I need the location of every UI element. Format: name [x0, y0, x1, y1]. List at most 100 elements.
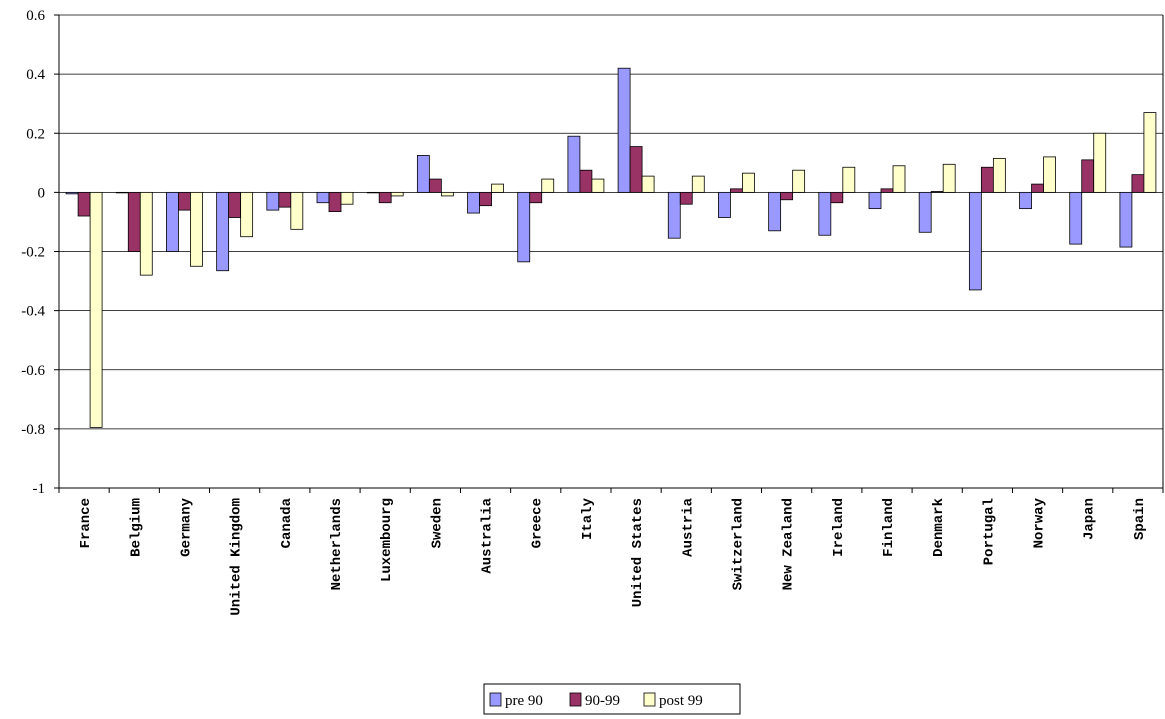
bar-post-99-switzerland — [742, 172, 755, 193]
bar-post-99-austria — [691, 175, 705, 193]
x-tick-label: United Kingdom — [229, 498, 245, 616]
bar-pre-90-france — [65, 191, 79, 195]
bar-90-99-spain — [1131, 174, 1145, 193]
bar-pre-90-netherlands — [316, 191, 330, 204]
bar-pre-90-switzerland — [718, 191, 731, 218]
x-tick-label: Australia — [480, 497, 496, 573]
legend-label: post 99 — [659, 693, 703, 709]
x-tick-label: Denmark — [931, 498, 947, 557]
bar-post-99-sweden — [440, 191, 454, 197]
bar-90-99-new-zealand — [780, 191, 794, 201]
bar-pre-90-new-zealand — [768, 191, 782, 232]
bar-pre-90-sweden — [416, 155, 430, 193]
bar-90-99-portugal — [980, 166, 994, 193]
legend-swatch — [489, 692, 502, 707]
bar-post-99-new-zealand — [792, 169, 806, 193]
legend: pre 90 90-99 post 99 — [483, 683, 741, 715]
x-tick-label: Finland — [881, 498, 897, 557]
bar-post-99-canada — [290, 191, 304, 230]
x-tick-label: Belgium — [128, 498, 144, 557]
bar-pre-90-greece — [517, 191, 531, 263]
bar-post-99-netherlands — [340, 191, 354, 205]
bar-post-99-united-kingdom — [240, 191, 254, 238]
bar-90-99-sweden — [428, 178, 442, 193]
legend-swatch — [569, 692, 582, 707]
y-axis-ticks: -1 -0.8 -0.6 -0.4 -0.2 0 0.2 0.4 0.6 — [21, 8, 59, 497]
bar-post-99-australia — [491, 183, 504, 193]
bar-pre-90-belgium — [115, 191, 129, 194]
x-tick-label: Sweden — [429, 498, 445, 548]
x-tick-label: Italy — [580, 497, 596, 540]
bar-pre-90-australia — [467, 191, 480, 214]
bar-pre-90-united-kingdom — [216, 191, 230, 272]
bar-90-99-austria — [679, 191, 693, 205]
y-tick-label: 0 — [38, 185, 46, 201]
bar-pre-90-japan — [1069, 191, 1083, 245]
bar-90-99-netherlands — [328, 191, 342, 212]
x-tick-label: United States — [630, 498, 646, 607]
bar-post-99-france — [89, 191, 103, 428]
bar-post-99-greece — [541, 178, 555, 193]
bar-90-99-ireland — [830, 191, 844, 204]
y-tick-label: -0.8 — [21, 422, 45, 438]
bar-pre-90-austria — [667, 191, 681, 239]
bar-90-99-united-states — [629, 146, 643, 193]
bar-90-99-belgium — [127, 191, 141, 252]
bar-90-99-germany — [178, 191, 191, 211]
bar-90-99-italy — [579, 169, 593, 193]
x-tick-label: Ireland — [831, 498, 847, 557]
bar-post-99-denmark — [942, 163, 956, 193]
bar-post-99-germany — [190, 191, 203, 267]
bar-90-99-switzerland — [730, 188, 743, 193]
x-tick-label: Portugal — [981, 498, 997, 565]
legend-swatch — [643, 692, 656, 707]
x-tick-label: Netherlands — [329, 498, 345, 590]
bar-90-99-united-kingdom — [228, 191, 242, 218]
x-tick-label: Norway — [1032, 497, 1048, 548]
bar-pre-90-norway — [1019, 191, 1032, 210]
bar-post-99-belgium — [139, 191, 153, 276]
bar-pre-90-denmark — [918, 191, 932, 233]
bar-pre-90-spain — [1119, 191, 1133, 248]
bar-90-99-australia — [479, 191, 492, 207]
bar-post-99-luxembourg — [390, 191, 404, 197]
x-tick-label: France — [78, 498, 94, 548]
bar-90-99-greece — [529, 191, 543, 204]
bar-90-99-finland — [880, 188, 894, 193]
x-axis-ticks: France Belgium Germany United Kingdom Canada… — [58, 488, 1164, 616]
bar-post-99-portugal — [992, 157, 1006, 193]
y-tick-label: 0.4 — [26, 67, 45, 83]
bar-post-99-japan — [1093, 132, 1107, 193]
bar-90-99-norway — [1031, 183, 1044, 193]
bar-post-99-spain — [1143, 112, 1157, 193]
x-tick-label: Luxembourg — [379, 498, 395, 582]
x-tick-label: Austria — [680, 497, 696, 556]
y-tick-label: -0.4 — [21, 304, 45, 320]
bar-pre-90-luxembourg — [366, 191, 380, 194]
bar-90-99-denmark — [930, 191, 944, 193]
bar-post-99-norway — [1043, 156, 1056, 193]
x-tick-label: Greece — [530, 498, 546, 548]
y-tick-label: -0.2 — [21, 245, 45, 261]
x-tick-label: Japan — [1082, 498, 1098, 540]
x-tick-label: Germany — [178, 497, 194, 556]
bar-post-99-italy — [591, 178, 605, 193]
x-tick-label: Canada — [279, 497, 295, 548]
bar-90-99-france — [77, 191, 91, 217]
x-tick-label: Switzerland — [730, 498, 746, 590]
y-tick-label: -1 — [33, 481, 46, 497]
y-tick-label: -0.6 — [21, 363, 45, 379]
bar-post-99-ireland — [842, 166, 856, 193]
legend-label: 90-99 — [585, 693, 620, 709]
bar-pre-90-ireland — [818, 191, 832, 236]
y-tick-label: 0.2 — [26, 126, 45, 142]
bar-post-99-finland — [892, 165, 906, 193]
legend-box — [483, 683, 741, 715]
x-tick-label: Spain — [1132, 498, 1148, 540]
bar-90-99-japan — [1081, 159, 1095, 193]
bar-90-99-luxembourg — [378, 191, 392, 204]
y-tick-label: 0.6 — [26, 8, 45, 24]
bar-pre-90-germany — [166, 191, 179, 252]
bar-pre-90-italy — [567, 135, 581, 193]
